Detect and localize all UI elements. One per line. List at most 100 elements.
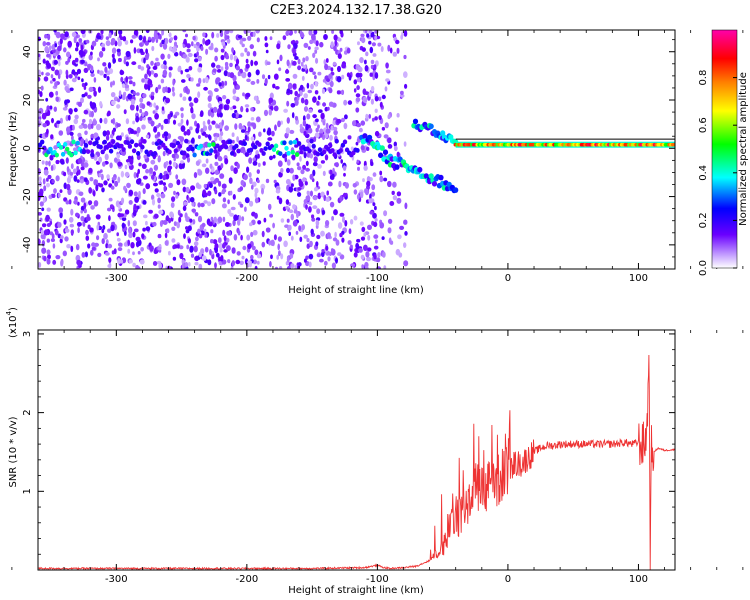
noise-cell (361, 226, 366, 233)
noise-cell (144, 54, 149, 61)
noise-cell (116, 232, 119, 237)
noise-cell (341, 117, 345, 123)
noise-cell (276, 195, 280, 200)
noise-cell (236, 163, 240, 169)
noise-cell (105, 40, 111, 47)
noise-cell (179, 93, 183, 98)
noise-cell (316, 100, 320, 106)
snr-multiplier-exponent: 4 (5, 310, 13, 315)
noise-cell (219, 103, 223, 110)
carrier-cell (182, 150, 187, 156)
carrier-cell (85, 149, 91, 155)
noise-cell (277, 160, 283, 167)
noise-cell (269, 36, 273, 41)
carrier-cell (127, 144, 133, 149)
noise-cell (82, 118, 86, 123)
noise-cell (147, 84, 151, 91)
noise-cell (396, 197, 402, 204)
noise-cell (311, 33, 316, 41)
carrier-cell (271, 147, 277, 153)
noise-cell (280, 218, 285, 223)
noise-cell (278, 197, 283, 205)
noise-cell (292, 83, 297, 88)
noise-cell (152, 221, 157, 227)
noise-cell (137, 250, 141, 255)
colorbar-tick-label: 0.4 (698, 165, 709, 181)
noise-cell (144, 40, 149, 46)
noise-cell (153, 126, 158, 133)
noise-cell (289, 89, 293, 95)
noise-cell (303, 258, 307, 263)
noise-cell (81, 78, 84, 83)
noise-cell (225, 52, 229, 59)
noise-cell (238, 122, 243, 130)
noise-cell (298, 180, 304, 188)
noise-cell (285, 30, 290, 36)
noise-cell (149, 245, 154, 252)
noise-cell (44, 46, 49, 53)
noise-cell (244, 206, 247, 212)
noise-cell (375, 257, 381, 263)
noise-cell (145, 183, 151, 190)
noise-cell (145, 220, 148, 226)
noise-cell (130, 39, 134, 44)
noise-cell (90, 249, 94, 256)
noise-cell (84, 177, 88, 182)
noise-cell (90, 102, 95, 109)
noise-cell (256, 260, 260, 265)
noise-cell (38, 212, 42, 216)
noise-cell (90, 110, 95, 118)
noise-cell (112, 57, 116, 64)
noise-cell (210, 239, 214, 244)
noise-cell (234, 123, 238, 130)
noise-cell (309, 153, 314, 159)
noise-cell (365, 113, 369, 119)
noise-cell (290, 103, 296, 108)
noise-cell (172, 161, 177, 168)
noise-cell (168, 46, 173, 52)
noise-cell (57, 45, 62, 52)
noise-cell (38, 262, 42, 268)
noise-cell (110, 224, 115, 232)
noise-cell (84, 130, 88, 136)
noise-cell (343, 172, 346, 177)
noise-cell (88, 187, 93, 194)
noise-cell (222, 229, 226, 237)
noise-cell (198, 77, 202, 85)
noise-cell (195, 160, 200, 166)
noise-cell (357, 166, 360, 171)
noise-cell (210, 216, 214, 221)
noise-cell (141, 233, 145, 239)
noise-cell (151, 45, 155, 52)
noise-cell (269, 213, 273, 218)
noise-cell (306, 82, 310, 89)
noise-cell (360, 236, 366, 241)
noise-cell (191, 208, 196, 213)
noise-cell (275, 189, 281, 194)
noise-cell (190, 185, 196, 191)
noise-cell (353, 79, 358, 85)
noise-cell (400, 34, 404, 40)
noise-cell (327, 106, 330, 111)
noise-cell (231, 47, 235, 53)
noise-cell (113, 157, 118, 163)
noise-cell (90, 65, 94, 72)
noise-cell (284, 156, 288, 163)
noise-cell (160, 124, 164, 130)
noise-cell (132, 220, 137, 227)
noise-cell (194, 256, 199, 261)
noise-cell (46, 249, 51, 255)
noise-cell (128, 227, 131, 234)
noise-cell (207, 95, 212, 102)
colorbar-gradient (711, 29, 738, 269)
noise-cell (252, 160, 258, 166)
noise-cell (381, 126, 386, 131)
noise-cell (370, 64, 374, 70)
noise-cell (153, 164, 159, 171)
noise-cell (171, 196, 176, 203)
carrier-cell (257, 142, 262, 147)
noise-cell (135, 115, 140, 123)
noise-cell (102, 161, 106, 167)
noise-cell (43, 76, 49, 82)
noise-cell (341, 63, 346, 69)
